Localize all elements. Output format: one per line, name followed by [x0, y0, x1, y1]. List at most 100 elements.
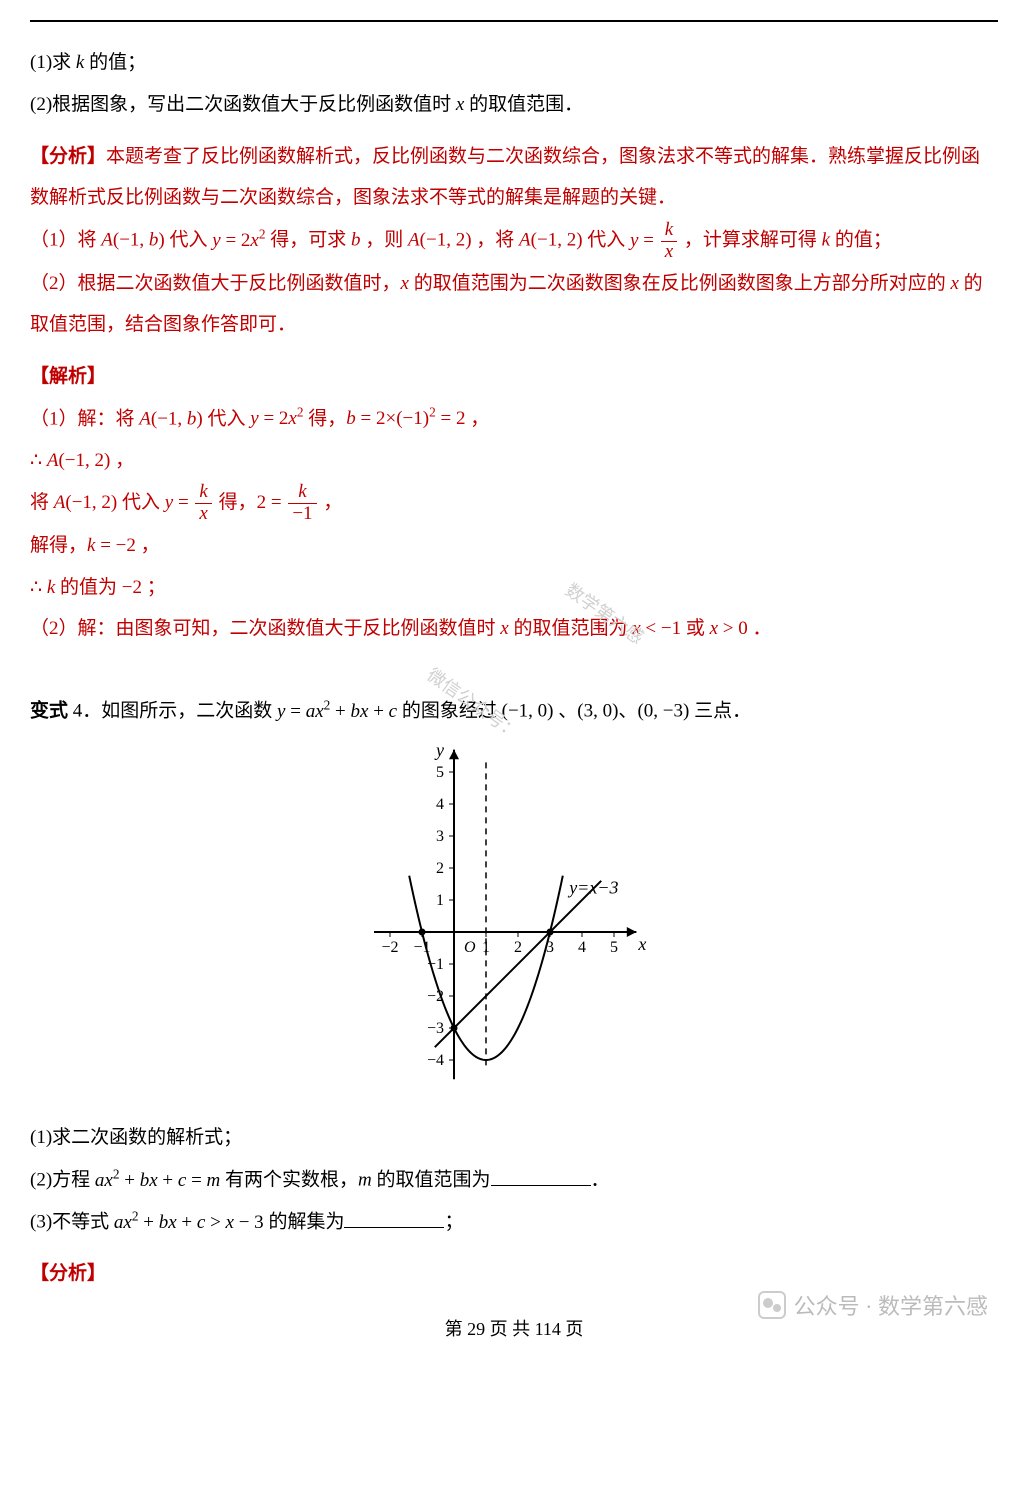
ana1-c: ，则 [361, 230, 409, 251]
pn-c: 页 共 [485, 1319, 535, 1339]
ana1-a: 代入 [165, 230, 213, 251]
k-val-text: 的值为 −2 ； [55, 577, 165, 598]
svg-text:x: x [637, 934, 646, 954]
pt1: (−1, 0) [502, 701, 554, 722]
q1-text-b: 的值； [84, 52, 146, 73]
variant-4: 变式 4．如图所示，二次函数 y = ax2 + bx + c 的图象经过 (−… [30, 690, 998, 732]
therefore-a: ∴ A(−1, 2) ， [30, 440, 998, 482]
vq2-a: (2)方程 [30, 1170, 95, 1191]
analysis-label: 【分析】 [30, 146, 106, 167]
variant-q1: (1)求二次函数的解析式； [30, 1117, 998, 1159]
sol3-b: 的取值范围为 [509, 618, 633, 639]
eq-2k1: 2 = k−1 [257, 492, 319, 513]
blank-1 [491, 1163, 591, 1186]
sol2-b: 得， [214, 492, 257, 513]
ana1-g: 的值； [830, 230, 892, 251]
a-neg1-2b: A(−1, 2) [54, 492, 117, 513]
svg-text:5: 5 [610, 939, 618, 956]
analysis-step2: （2）根据二次函数值大于反比例函数值时，x 的取值范围为二次函数图象在反比例函数… [30, 263, 998, 347]
ana1-b: 得，可求 [266, 230, 352, 251]
svg-text:2: 2 [436, 860, 444, 877]
top-rule [30, 20, 998, 22]
variant-num: 4． [68, 701, 101, 722]
analysis-step1: （1）将 A(−1, b) 代入 y = 2x2 得，可求 b ，则 A(−1,… [30, 219, 998, 262]
svg-text:2: 2 [514, 939, 522, 956]
vq2-period: ． [591, 1170, 610, 1191]
sol3-pre: （2）解：由图象可知，二次函数值大于反比例函数值时 [30, 618, 500, 639]
sol2-comma: ， [319, 492, 343, 513]
var-x4: x [950, 273, 958, 294]
parabola-chart: −2−112345−4−3−2−112345Oxyy=x−3 [344, 742, 684, 1102]
pt2: (3, 0) [577, 701, 618, 722]
sol1-comma: ， [465, 408, 489, 429]
eq-m: ax2 + bx + c = m [95, 1170, 220, 1191]
vq2-b: 有两个实数根， [220, 1170, 358, 1191]
eq-y2x2: y = 2x2 [212, 230, 265, 251]
sol2-a: 代入 [117, 492, 165, 513]
vq3-semi: ； [444, 1212, 463, 1233]
sep1: 、 [554, 701, 578, 722]
var-x6: x [500, 618, 508, 639]
sol2-c: ， [136, 535, 160, 556]
pn-a: 第 [445, 1319, 468, 1339]
pn-e: 页 [561, 1319, 584, 1339]
solution-step3: （2）解：由图象可知，二次函数值大于反比例函数值时 x 的取值范围为 x < −… [30, 608, 998, 650]
variant-text3: 三点． [689, 701, 751, 722]
ana1-d: ，将 [472, 230, 520, 251]
svg-text:−4: −4 [427, 1052, 444, 1069]
svg-text:3: 3 [436, 828, 444, 845]
therefore-sym: ∴ [30, 450, 47, 471]
therefore-k-sym: ∴ [30, 577, 47, 598]
variant-q2: (2)方程 ax2 + bx + c = m 有两个实数根，m 的取值范围为 ． [30, 1159, 998, 1201]
question-1: (1)求 k 的值； [30, 42, 998, 84]
point-a: A(−1, b) [101, 230, 164, 251]
sol1-pre: （1）解：将 [30, 408, 139, 429]
chart-figure: −2−112345−4−3−2−112345Oxyy=x−3 [30, 742, 998, 1107]
analysis-text1: 本题考查了反比例函数解析式，反比例函数与二次函数综合，图象法求不等式的解集．熟练… [30, 146, 980, 209]
analysis-block: 【分析】本题考查了反比例函数解析式，反比例函数与二次函数综合，图象法求不等式的解… [30, 136, 998, 220]
svg-text:O: O [464, 939, 476, 956]
eq-y2x2-sol: y = 2x2 [250, 408, 303, 429]
eq-b: b = 2×(−1)2 = 2 [346, 408, 465, 429]
eq-ykx: y = kx [630, 230, 679, 251]
eq-ineq: ax2 + bx + c > x − 3 [114, 1212, 264, 1233]
svg-text:y=x−3: y=x−3 [567, 878, 618, 898]
svg-text:1: 1 [436, 892, 444, 909]
therefore-k: ∴ k 的值为 −2 ； [30, 567, 998, 609]
pt3: (0, −3) [637, 701, 689, 722]
blank-2 [344, 1205, 444, 1228]
var-k2: k [822, 230, 830, 251]
sol3-period: ． [748, 618, 772, 639]
ana1-e: 代入 [583, 230, 631, 251]
page: (1)求 k 的值； (2)根据图象，写出二次函数值大于反比例函数值时 x 的取… [0, 0, 1028, 1351]
var-b: b [351, 230, 361, 251]
footer-wm-text: 公众号 · 数学第六感 [794, 1289, 988, 1321]
ana1-f: ，计算求解可得 [679, 230, 822, 251]
q2-text-b: 的取值范围． [464, 94, 583, 115]
sol1-b: 得， [304, 408, 347, 429]
point-a12b: A(−1, 2) [519, 230, 582, 251]
q2-text: (2)根据图象，写出二次函数值大于反比例函数值时 [30, 94, 456, 115]
svg-text:−3: −3 [427, 1020, 444, 1037]
vq2-c: 的取值范围为 [372, 1170, 491, 1191]
ana2b: 的取值范围为二次函数图象在反比例函数图象上方部分所对应的 [409, 273, 951, 294]
ana1-pre: （1）将 [30, 230, 101, 251]
solve-line: 解得，k = −2 ， [30, 525, 998, 567]
vq3-b: 的解集为 [264, 1212, 345, 1233]
q1-text: (1)求 [30, 52, 76, 73]
sol3-ans: x < −1 或 x > 0 [632, 618, 748, 639]
question-2: (2)根据图象，写出二次函数值大于反比例函数值时 x 的取值范围． [30, 84, 998, 126]
solution-step1: （1）解：将 A(−1, b) 代入 y = 2x2 得，b = 2×(−1)2… [30, 398, 998, 440]
ana2: （2）根据二次函数值大于反比例函数值时， [30, 273, 401, 294]
point-a12: A(−1, 2) [408, 230, 471, 251]
wechat-icon [758, 1291, 786, 1319]
svg-text:5: 5 [436, 764, 444, 781]
var-m: m [358, 1170, 372, 1191]
var-x3: x [401, 273, 409, 294]
solution-label: 【解析】 [30, 356, 998, 398]
point-a-sol: A(−1, b) [139, 408, 202, 429]
variant-text2: 的图象经过 [397, 701, 502, 722]
pn-b: 29 [467, 1319, 485, 1339]
variant-text: 如图所示，二次函数 [101, 701, 277, 722]
sol1-c: ， [110, 450, 134, 471]
